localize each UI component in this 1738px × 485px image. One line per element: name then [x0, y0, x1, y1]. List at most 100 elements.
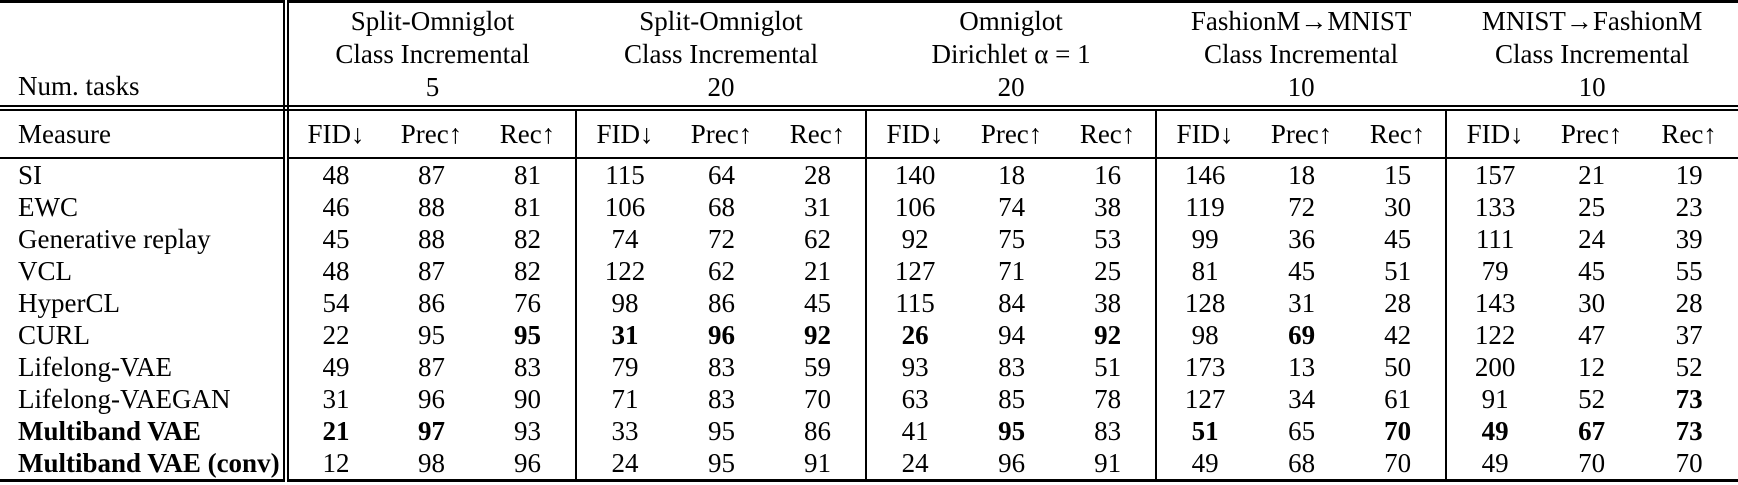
- table-body: SI 48 87 81 115 64 28 140 18 16 146 18 15 157 21 19 EWC 4…: [0, 158, 1738, 481]
- table-row: SI 48 87 81 115 64 28 140 18 16 146 18 15 157 21 19: [0, 158, 1738, 191]
- value-cell: 62: [708, 255, 736, 286]
- value-cell: 18: [998, 159, 1026, 190]
- value-cell: 15: [1384, 159, 1412, 190]
- group-header-split-omniglot-5: Split-Omniglot Class Incremental 5: [286, 1, 577, 111]
- value-cell: 83: [998, 351, 1026, 382]
- value-cell: 13: [1288, 351, 1316, 382]
- group-name: Split-Omniglot: [350, 5, 515, 36]
- value-cell: 72: [708, 223, 736, 254]
- group-setting: Class Incremental: [1203, 38, 1399, 69]
- value-cell: 122: [1445, 319, 1544, 351]
- measure-prec: Prec↑: [1543, 108, 1641, 159]
- group-header-omniglot-dirichlet: Omniglot Dirichlet α = 1 20: [866, 1, 1157, 111]
- group-header-row: Num. tasks Split-Omniglot Class Incremen…: [0, 1, 1738, 111]
- value-cell: 49: [1445, 447, 1544, 481]
- value-cell: 83: [514, 351, 542, 382]
- value-cell: 26: [865, 319, 964, 351]
- value-cell: 49: [322, 351, 350, 382]
- group-num-tasks: 20: [707, 71, 735, 102]
- value-cell: 30: [1578, 287, 1606, 318]
- value-cell: 122: [575, 255, 674, 287]
- value-cell: 22: [322, 319, 350, 350]
- value-cell: 21: [1578, 159, 1606, 190]
- value-cell: 71: [575, 383, 674, 415]
- value-cell: 12: [322, 447, 350, 478]
- value-cell: 95: [708, 415, 736, 446]
- value-cell: 49: [1445, 415, 1544, 447]
- value-cell: 54: [322, 287, 350, 318]
- value-cell: 70: [1384, 447, 1412, 478]
- measure-rec: Rec↑: [1060, 108, 1157, 159]
- measure-rec: Rec↑: [480, 108, 577, 159]
- value-cell: 34: [1288, 383, 1316, 414]
- value-cell: 70: [1578, 447, 1606, 478]
- value-cell: 53: [1094, 223, 1122, 254]
- value-cell: 52: [1578, 383, 1606, 414]
- value-cell: 111: [1445, 223, 1544, 255]
- measure-label: Measure: [0, 108, 289, 159]
- row-label: Lifelong-VAE: [0, 351, 289, 383]
- value-cell: 63: [865, 383, 964, 415]
- value-cell: 92: [804, 319, 832, 350]
- value-cell: 62: [804, 223, 832, 254]
- value-cell: 37: [1675, 319, 1703, 350]
- value-cell: 96: [998, 447, 1026, 478]
- value-cell: 99: [1155, 223, 1254, 255]
- value-cell: 31: [322, 383, 350, 414]
- value-cell: 81: [514, 191, 542, 222]
- value-cell: 28: [804, 159, 832, 190]
- value-cell: 68: [708, 191, 736, 222]
- value-cell: 30: [1384, 191, 1412, 222]
- value-cell: 46: [322, 191, 350, 222]
- value-cell: 86: [418, 287, 445, 318]
- value-cell: 25: [1578, 191, 1606, 222]
- row-label: Multiband VAE: [0, 415, 289, 447]
- value-cell: 79: [1445, 255, 1544, 287]
- value-cell: 97: [418, 415, 445, 446]
- value-cell: 106: [575, 191, 674, 223]
- value-cell: 86: [708, 287, 736, 318]
- value-cell: 51: [1094, 351, 1122, 382]
- value-cell: 133: [1445, 191, 1544, 223]
- table-row: Lifelong-VAE 49 87 83 79 83 59 93 83 51 173 13 50 200…: [0, 351, 1738, 383]
- value-cell: 200: [1445, 351, 1544, 383]
- value-cell: 38: [1094, 191, 1122, 222]
- value-cell: 16: [1094, 159, 1122, 190]
- group-setting: Class Incremental: [623, 38, 819, 69]
- row-label: Multiband VAE (conv): [0, 447, 289, 481]
- group-num-tasks: 20: [997, 71, 1025, 102]
- value-cell: 75: [998, 223, 1026, 254]
- value-cell: 47: [1578, 319, 1606, 350]
- value-cell: 91: [1094, 447, 1122, 478]
- value-cell: 24: [575, 447, 674, 481]
- value-cell: 50: [1384, 351, 1412, 382]
- value-cell: 42: [1384, 319, 1412, 350]
- value-cell: 82: [514, 255, 542, 286]
- group-header-mnist-fashionm: MNIST→FashionM Class Incremental 10: [1446, 1, 1738, 111]
- value-cell: 71: [998, 255, 1026, 286]
- group-num-tasks: 5: [425, 71, 440, 102]
- value-cell: 92: [1094, 319, 1122, 350]
- group-num-tasks: 10: [1287, 71, 1315, 102]
- row-label: CURL: [0, 319, 289, 351]
- measure-rec: Rec↑: [1640, 108, 1738, 159]
- value-cell: 86: [804, 415, 832, 446]
- measure-fid: FID↓: [575, 108, 674, 159]
- value-cell: 33: [575, 415, 674, 447]
- value-cell: 83: [708, 383, 736, 414]
- measure-rec: Rec↑: [1350, 108, 1447, 159]
- value-cell: 98: [575, 287, 674, 319]
- value-cell: 93: [865, 351, 964, 383]
- group-setting: Class Incremental: [335, 38, 530, 69]
- table-row: Generative replay 45 88 82 74 72 62 92 75 53 99 36 4…: [0, 223, 1738, 255]
- table-row: VCL 48 87 82 122 62 21 127 71 25 81 45 51 79 45 55: [0, 255, 1738, 287]
- group-name: FashionM→MNIST: [1190, 5, 1412, 36]
- value-cell: 70: [1384, 415, 1412, 446]
- value-cell: 115: [575, 158, 674, 191]
- value-cell: 96: [418, 383, 445, 414]
- value-cell: 95: [708, 447, 736, 478]
- measure-fid: FID↓: [1445, 108, 1544, 159]
- group-setting: Dirichlet α = 1: [931, 38, 1091, 69]
- value-cell: 59: [804, 351, 832, 382]
- value-cell: 65: [1288, 415, 1316, 446]
